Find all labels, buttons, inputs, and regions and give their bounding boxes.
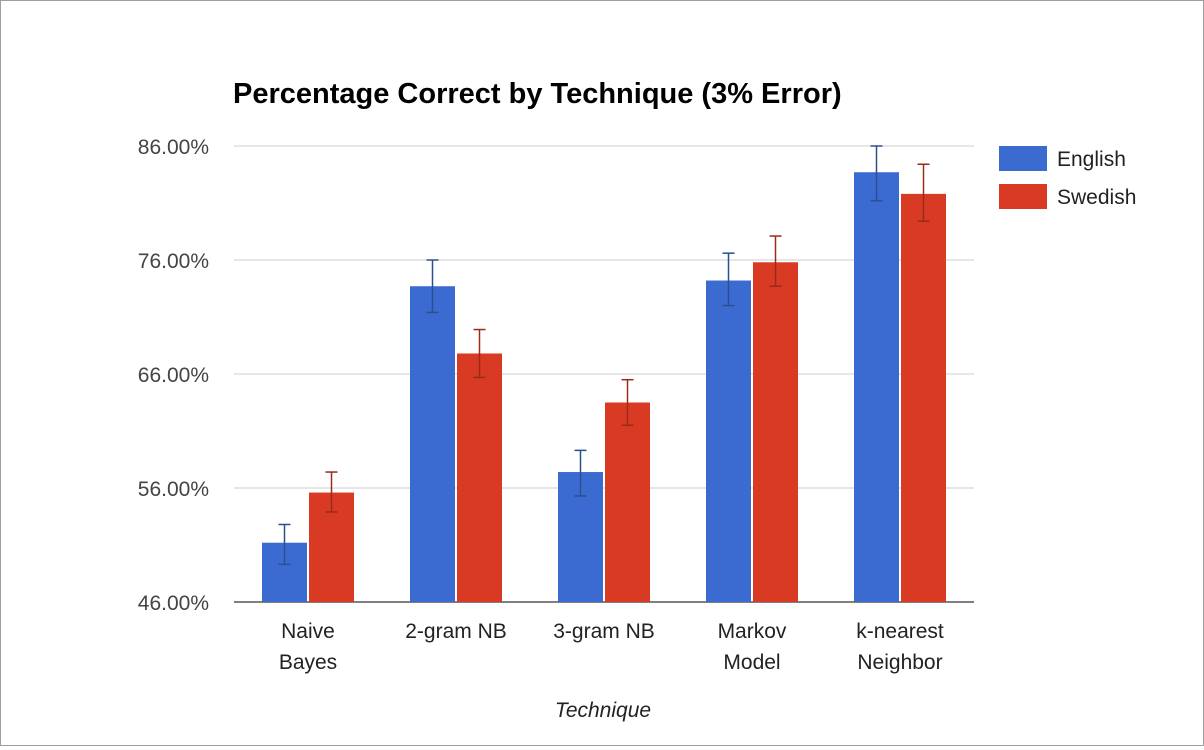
bar	[457, 353, 502, 602]
legend: English Swedish	[999, 146, 1136, 209]
x-tick-label: Naive Bayes	[279, 620, 337, 674]
y-tick-label: 76.00%	[138, 250, 209, 273]
y-tick-label: 86.00%	[138, 136, 209, 159]
x-tick-label-line: Naive	[281, 620, 335, 643]
y-tick-label: 66.00%	[138, 364, 209, 387]
legend-swatch	[999, 184, 1047, 209]
x-tick-label-line: Model	[723, 651, 780, 674]
x-axis-ticks: Naive Bayes 2-gram NB 3-gram NB Markov Model k…	[279, 620, 944, 674]
x-tick-label-line: 2-gram NB	[405, 620, 507, 643]
y-tick-label: 56.00%	[138, 478, 209, 501]
bars	[262, 172, 946, 602]
legend-label: Swedish	[1057, 186, 1136, 209]
x-axis-label: Technique	[555, 699, 651, 722]
bar	[410, 286, 455, 602]
x-tick-label-line: k-nearest	[856, 620, 944, 643]
y-tick-label: 46.00%	[138, 592, 209, 615]
x-tick-label: Markov Model	[718, 620, 787, 674]
bar	[901, 193, 946, 602]
gridlines	[234, 145, 974, 603]
bar	[854, 172, 899, 602]
x-tick-label-line: 3-gram NB	[553, 620, 655, 643]
y-axis-ticks: 46.00% 56.00% 66.00% 76.00% 86.00%	[138, 136, 209, 615]
x-tick-label-line: Markov	[718, 620, 787, 643]
error-bars	[278, 145, 930, 566]
x-tick-label: 3-gram NB	[553, 620, 655, 643]
bar	[706, 280, 751, 602]
x-tick-label-line: Bayes	[279, 651, 337, 674]
legend-swatch	[999, 146, 1047, 171]
bar	[753, 262, 798, 602]
bar	[605, 402, 650, 602]
x-tick-label-line: Neighbor	[857, 651, 942, 674]
legend-label: English	[1057, 148, 1126, 171]
x-tick-label: k-nearest Neighbor	[856, 620, 944, 674]
x-tick-label: 2-gram NB	[405, 620, 507, 643]
chart-title: Percentage Correct by Technique (3% Erro…	[233, 78, 842, 110]
